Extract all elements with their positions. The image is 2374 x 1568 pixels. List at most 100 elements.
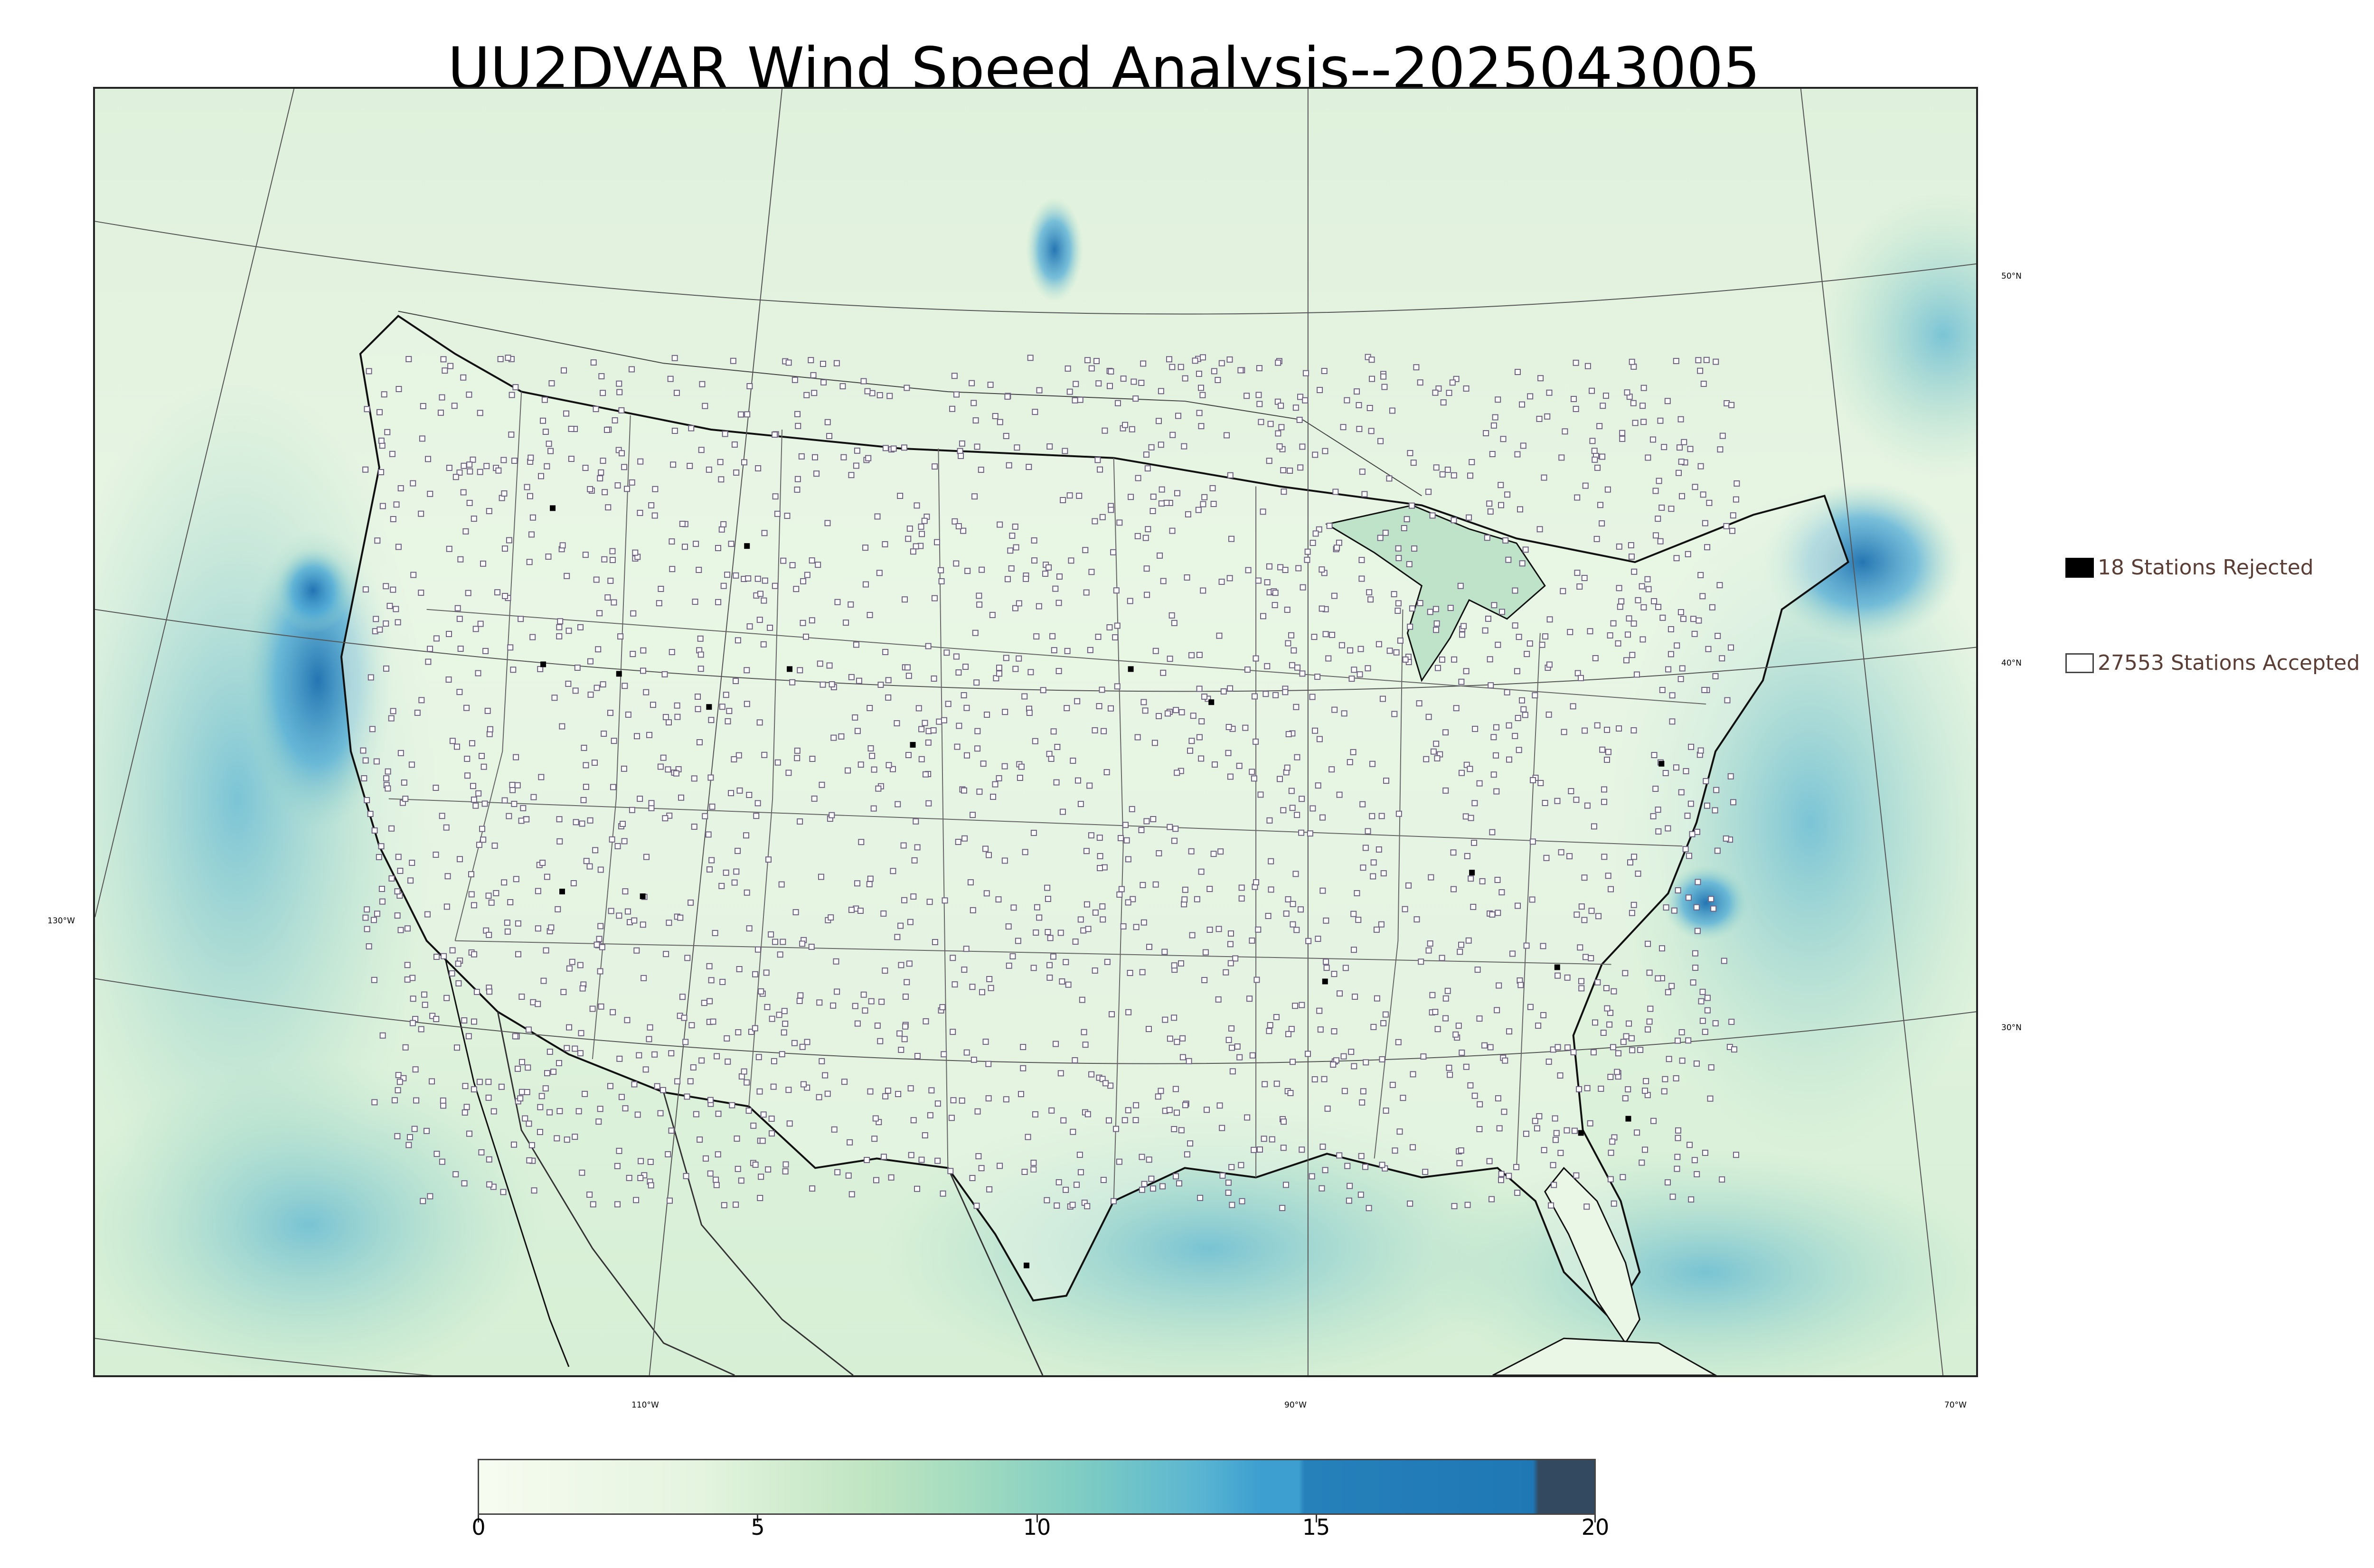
station-marker [1674, 1165, 1680, 1172]
station-marker [1594, 464, 1601, 471]
station-marker [1458, 1147, 1464, 1154]
station-marker [1358, 575, 1365, 582]
station-marker [451, 403, 458, 409]
station-marker [1730, 799, 1736, 806]
station-marker [593, 406, 599, 413]
station-marker [1139, 1186, 1145, 1193]
rejected-station-marker [640, 893, 646, 899]
station-marker [1368, 376, 1375, 382]
station-marker [1044, 884, 1051, 891]
station-marker [696, 739, 703, 746]
station-marker [616, 1147, 622, 1154]
station-marker [963, 946, 970, 952]
station-marker [934, 1157, 941, 1164]
station-marker [735, 752, 742, 759]
station-marker [1042, 571, 1049, 577]
station-marker [506, 537, 512, 544]
station-marker [1187, 1140, 1194, 1147]
station-marker [1342, 965, 1349, 971]
wind-speed-map[interactable] [93, 87, 1978, 1377]
station-marker [1374, 995, 1380, 1002]
station-marker [888, 1174, 895, 1181]
station-marker [782, 1021, 789, 1027]
station-marker [730, 357, 736, 364]
station-marker [1519, 401, 1526, 408]
station-marker [979, 989, 985, 995]
station-marker [379, 503, 386, 509]
station-marker [589, 1005, 596, 1012]
station-marker [867, 1088, 874, 1095]
station-marker [1708, 1064, 1715, 1070]
station-marker [682, 1039, 689, 1045]
station-marker [1673, 555, 1680, 562]
station-marker [725, 718, 731, 724]
station-marker [996, 665, 1002, 671]
station-marker [1175, 413, 1182, 419]
station-marker [374, 911, 380, 917]
station-marker [1086, 782, 1093, 789]
station-marker [875, 785, 882, 792]
station-marker [961, 835, 968, 842]
station-marker [1278, 403, 1284, 409]
station-marker [918, 523, 924, 530]
station-marker [1362, 1164, 1369, 1170]
station-marker [1598, 1085, 1604, 1092]
rejected-station-marker [1658, 761, 1665, 767]
station-marker [1610, 620, 1617, 627]
station-marker [1160, 578, 1167, 584]
station-marker [791, 1040, 798, 1046]
station-marker [362, 586, 369, 593]
station-marker [795, 423, 801, 429]
station-marker [953, 560, 960, 567]
station-marker [1182, 375, 1188, 382]
station-marker [1025, 1134, 1031, 1140]
station-marker [1122, 422, 1129, 428]
station-marker [455, 980, 462, 986]
station-marker [515, 920, 521, 927]
station-marker [1536, 526, 1543, 533]
station-marker [1319, 1144, 1326, 1150]
station-marker [1172, 826, 1179, 832]
station-marker [1229, 1068, 1236, 1075]
station-marker [1356, 426, 1363, 432]
station-marker [1540, 943, 1546, 949]
station-marker [1055, 600, 1062, 606]
station-marker [1703, 778, 1709, 784]
station-marker [592, 847, 599, 854]
station-marker [864, 388, 871, 394]
station-marker [876, 570, 883, 576]
station-marker [449, 738, 456, 744]
station-marker [1008, 565, 1015, 572]
station-marker [470, 456, 476, 463]
station-marker [1498, 482, 1504, 488]
station-marker [1389, 407, 1395, 414]
station-marker [798, 453, 805, 460]
station-marker [1543, 854, 1550, 861]
rejected-station-marker [1024, 1262, 1030, 1268]
station-marker [918, 756, 925, 762]
station-marker [456, 616, 463, 622]
station-marker [513, 876, 519, 883]
station-marker [1357, 671, 1363, 678]
station-marker [1077, 916, 1084, 923]
station-marker [1669, 718, 1676, 725]
station-marker [1063, 1186, 1069, 1193]
station-marker [867, 875, 874, 882]
station-marker [1676, 469, 1682, 476]
station-marker [1244, 1114, 1251, 1121]
station-marker [1655, 807, 1661, 813]
station-marker [663, 951, 669, 958]
station-marker [1113, 587, 1120, 594]
station-marker [1498, 1171, 1505, 1177]
station-marker [1083, 589, 1090, 596]
station-marker [371, 976, 377, 983]
station-marker [364, 797, 370, 803]
station-marker [1471, 839, 1478, 846]
station-marker [609, 557, 616, 563]
station-marker [410, 995, 416, 1002]
rejected-swatch-icon [2065, 557, 2094, 578]
station-marker [782, 1168, 789, 1174]
station-marker [1446, 1064, 1452, 1071]
station-marker [1023, 575, 1029, 582]
station-marker [498, 1083, 505, 1090]
